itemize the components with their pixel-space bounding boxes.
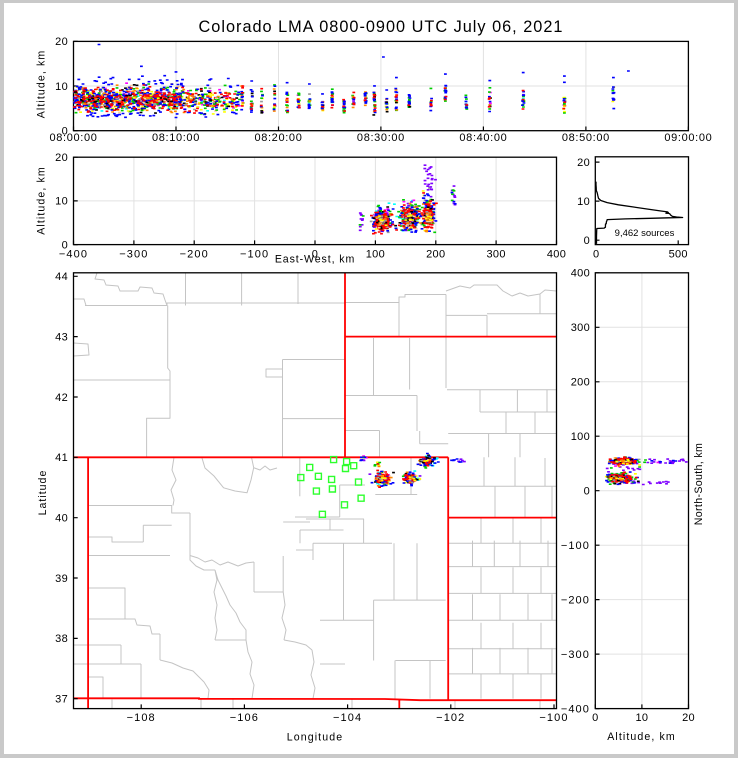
svg-text:41: 41 [55, 452, 68, 464]
svg-text:20: 20 [55, 152, 68, 164]
svg-text:Longitude: Longitude [287, 732, 343, 744]
svg-text:−400: −400 [561, 703, 590, 715]
svg-text:43: 43 [55, 331, 68, 343]
svg-text:−100: −100 [240, 249, 269, 261]
svg-text:08:10:00: 08:10:00 [152, 132, 200, 144]
svg-text:400: 400 [571, 268, 590, 280]
svg-text:−300: −300 [119, 249, 148, 261]
svg-text:Altitude, km: Altitude, km [607, 731, 676, 743]
svg-text:10: 10 [577, 196, 590, 208]
svg-text:Altitude, km: Altitude, km [36, 50, 48, 119]
svg-text:42: 42 [55, 392, 68, 404]
svg-text:−106: −106 [230, 712, 259, 724]
svg-text:−400: −400 [59, 249, 88, 261]
svg-text:10: 10 [55, 81, 68, 93]
svg-text:40: 40 [55, 512, 68, 524]
svg-text:300: 300 [486, 249, 505, 261]
svg-text:0: 0 [584, 235, 590, 247]
svg-text:20: 20 [682, 712, 695, 724]
svg-text:−100: −100 [561, 540, 590, 552]
svg-text:10: 10 [635, 712, 648, 724]
svg-text:−200: −200 [561, 594, 590, 606]
svg-text:−102: −102 [436, 712, 465, 724]
svg-text:−100: −100 [539, 712, 568, 724]
svg-text:0: 0 [62, 126, 68, 138]
svg-text:9,462 sources: 9,462 sources [615, 228, 675, 239]
svg-text:08:30:00: 08:30:00 [357, 132, 405, 144]
svg-text:37: 37 [55, 694, 68, 706]
svg-text:08:50:00: 08:50:00 [562, 132, 610, 144]
svg-text:100: 100 [571, 431, 590, 443]
svg-text:20: 20 [577, 157, 590, 169]
svg-text:100: 100 [366, 249, 385, 261]
svg-text:−108: −108 [127, 712, 156, 724]
svg-text:39: 39 [55, 573, 68, 585]
svg-text:200: 200 [571, 377, 590, 389]
svg-text:Altitude, km: Altitude, km [36, 166, 48, 235]
svg-text:East-West, km: East-West, km [275, 253, 355, 265]
svg-text:200: 200 [426, 249, 445, 261]
svg-text:08:20:00: 08:20:00 [254, 132, 302, 144]
svg-text:300: 300 [571, 322, 590, 334]
svg-text:−104: −104 [333, 712, 362, 724]
svg-text:20: 20 [55, 36, 68, 48]
svg-text:Colorado LMA 0800-0900 UTC Jul: Colorado LMA 0800-0900 UTC July 06, 2021 [199, 18, 564, 36]
svg-text:09:00:00: 09:00:00 [664, 132, 712, 144]
svg-text:−200: −200 [180, 249, 209, 261]
svg-text:400: 400 [547, 249, 566, 261]
svg-text:0: 0 [592, 712, 598, 724]
svg-text:08:40:00: 08:40:00 [459, 132, 507, 144]
svg-text:−300: −300 [561, 649, 590, 661]
svg-text:0: 0 [312, 249, 318, 261]
svg-text:08:00:00: 08:00:00 [49, 132, 97, 144]
svg-text:38: 38 [55, 633, 68, 645]
svg-text:44: 44 [55, 271, 68, 283]
svg-text:0: 0 [584, 486, 590, 498]
svg-text:0: 0 [62, 239, 68, 251]
svg-text:Latitude: Latitude [37, 470, 49, 516]
svg-text:500: 500 [669, 249, 688, 261]
svg-text:10: 10 [55, 196, 68, 208]
svg-text:0: 0 [593, 249, 599, 261]
svg-text:North-South, km: North-South, km [693, 443, 705, 525]
